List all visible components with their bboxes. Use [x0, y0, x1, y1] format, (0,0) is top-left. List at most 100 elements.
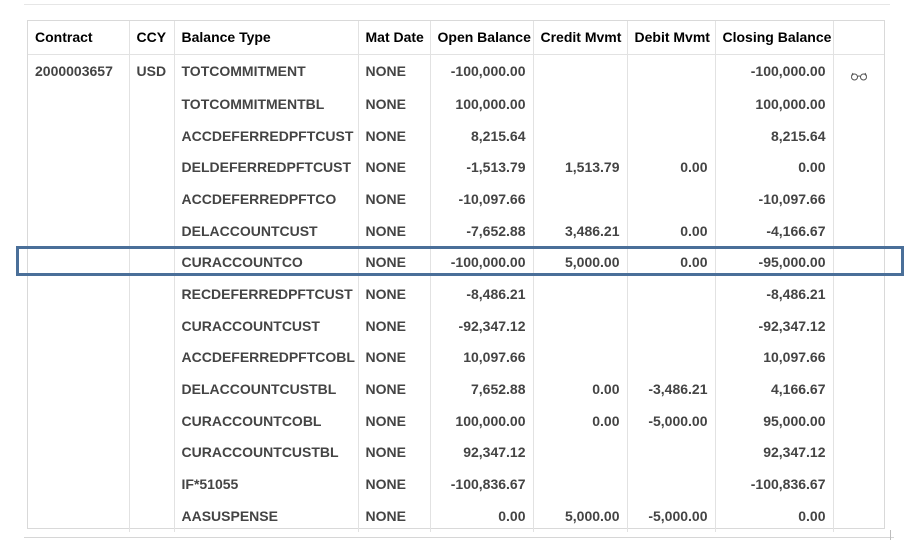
table-row[interactable]: IF*51055 NONE -100,836.67 -100,836.67 — [28, 468, 884, 500]
cell-closing-balance: 0.00 — [715, 499, 834, 532]
cell-ccy — [129, 436, 175, 469]
cell-credit-mvmt — [533, 436, 628, 469]
cell-action — [833, 151, 884, 183]
cell-debit-mvmt — [627, 468, 716, 500]
table-row[interactable]: RECDEFERREDPFTCUST NONE -8,486.21 -8,486.21 — [28, 278, 884, 310]
cell-open-balance: 0.00 — [430, 499, 534, 532]
table-body: 2000003657 USD TOTCOMMITMENT NONE -100,000.0… — [28, 54, 884, 532]
table-row[interactable]: CURACCOUNTCO NONE -100,000.00 5,000.00 0.00-… — [28, 246, 884, 279]
cell-ccy — [129, 468, 175, 500]
cell-balance-type: CURACCOUNTCUST — [174, 309, 359, 342]
cell-debit-mvmt — [627, 183, 716, 215]
glasses-icon[interactable] — [850, 68, 868, 81]
table-row[interactable]: TOTCOMMITMENTBL NONE 100,000.00 100,000.00 — [28, 88, 884, 120]
cell-action — [833, 468, 884, 500]
cell-credit-mvmt — [533, 468, 628, 500]
cell-action — [833, 246, 884, 278]
table-row[interactable]: 2000003657 USD TOTCOMMITMENT NONE -100,000.0… — [28, 54, 884, 88]
table-row[interactable]: ACCDEFERREDPFTCO NONE -10,097.66 -10,097.66 — [28, 183, 884, 215]
header-ccy[interactable]: CCY — [129, 21, 175, 55]
cell-credit-mvmt: 3,486.21 — [533, 214, 628, 247]
table-row[interactable]: DELACCOUNTCUST NONE -7,652.88 3,486.21 0.00-… — [28, 214, 884, 247]
table-row[interactable]: DELDEFERREDPFTCUST NONE -1,513.79 1,513.79 0… — [28, 151, 884, 184]
table-row[interactable]: DELACCOUNTCUSTBL NONE 7,652.88 0.00 -3,486.2… — [28, 373, 884, 405]
cell-closing-balance: 95,000.00 — [715, 404, 834, 437]
cell-closing-balance: -8,486.21 — [715, 278, 834, 310]
cell-balance-type: AASUSPENSE — [174, 499, 359, 532]
cell-contract — [28, 183, 130, 215]
header-balance-type[interactable]: Balance Type — [174, 21, 359, 55]
cell-balance-type: TOTCOMMITMENT — [174, 54, 359, 88]
cell-mat-date: NONE — [358, 341, 431, 374]
cell-ccy — [129, 373, 175, 405]
header-mat-date[interactable]: Mat Date — [358, 21, 431, 55]
cell-balance-type: RECDEFERREDPFTCUST — [174, 278, 359, 310]
table-row[interactable]: CURACCOUNTCOBL NONE 100,000.00 0.00 -5,000.0… — [28, 404, 884, 437]
cell-mat-date: NONE — [358, 54, 431, 88]
cell-closing-balance: -10,097.66 — [715, 183, 834, 215]
cell-closing-balance: -100,836.67 — [715, 468, 834, 500]
cell-action — [833, 500, 884, 532]
cell-contract — [28, 341, 130, 374]
cell-closing-balance: -92,347.12 — [715, 309, 834, 342]
cell-contract — [28, 119, 130, 152]
cell-open-balance: -10,097.66 — [430, 183, 534, 215]
header-contract[interactable]: Contract — [28, 21, 130, 55]
cell-ccy — [129, 183, 175, 215]
cell-balance-type: IF*51055 — [174, 468, 359, 500]
cell-debit-mvmt: -5,000.00 — [627, 499, 716, 532]
cell-mat-date: NONE — [358, 183, 431, 215]
cell-debit-mvmt — [627, 119, 716, 152]
cell-debit-mvmt — [627, 88, 716, 120]
cell-open-balance: -100,836.67 — [430, 468, 534, 500]
cell-contract — [28, 214, 130, 247]
header-open-balance[interactable]: Open Balance — [430, 21, 534, 55]
cell-contract — [28, 404, 130, 437]
cell-credit-mvmt — [533, 309, 628, 342]
cell-contract — [28, 499, 130, 532]
cell-credit-mvmt — [533, 278, 628, 310]
table-row[interactable]: CURACCOUNTCUSTBL NONE 92,347.12 92,347.12 — [28, 436, 884, 469]
cell-debit-mvmt — [627, 54, 716, 88]
cell-balance-type: CURACCOUNTCOBL — [174, 404, 359, 437]
cell-open-balance: -100,000.00 — [430, 246, 534, 279]
cell-action — [833, 437, 884, 469]
table-row[interactable]: ACCDEFERREDPFTCUST NONE 8,215.64 8,215.64 — [28, 119, 884, 152]
cell-action — [833, 405, 884, 437]
header-credit-mvmt[interactable]: Credit Mvmt — [533, 21, 628, 55]
cell-open-balance: 10,097.66 — [430, 341, 534, 374]
cell-balance-type: CURACCOUNTCUSTBL — [174, 436, 359, 469]
header-debit-mvmt[interactable]: Debit Mvmt — [627, 21, 716, 55]
table-row[interactable]: CURACCOUNTCUST NONE -92,347.12 -92,347.12 — [28, 309, 884, 342]
cell-contract — [28, 246, 130, 279]
cell-contract — [28, 373, 130, 405]
cell-contract — [28, 88, 130, 120]
cell-open-balance: 8,215.64 — [430, 119, 534, 152]
cell-debit-mvmt: 0.00 — [627, 246, 716, 279]
cell-mat-date: NONE — [358, 404, 431, 437]
balances-table-container: Contract CCY Balance Type Mat Date Open … — [27, 20, 885, 532]
cell-credit-mvmt — [533, 341, 628, 374]
cell-closing-balance: -4,166.67 — [715, 214, 834, 247]
scrollbar-edge — [890, 530, 891, 540]
cell-mat-date: NONE — [358, 373, 431, 405]
cell-debit-mvmt: -3,486.21 — [627, 373, 716, 405]
cell-mat-date: NONE — [358, 88, 431, 120]
cell-credit-mvmt — [533, 88, 628, 120]
cell-contract — [28, 436, 130, 469]
cell-debit-mvmt: 0.00 — [627, 151, 716, 184]
cell-debit-mvmt: 0.00 — [627, 214, 716, 247]
header-action — [833, 21, 884, 55]
header-closing-balance[interactable]: Closing Balance — [715, 21, 834, 55]
cell-closing-balance: 100,000.00 — [715, 88, 834, 120]
table-row[interactable]: ACCDEFERREDPFTCOBL NONE 10,097.66 10,097.66 — [28, 341, 884, 374]
cell-ccy — [129, 246, 175, 279]
cell-credit-mvmt: 0.00 — [533, 373, 628, 405]
cell-mat-date: NONE — [358, 499, 431, 532]
cell-balance-type: DELACCOUNTCUSTBL — [174, 373, 359, 405]
table-row[interactable]: AASUSPENSE NONE 0.00 5,000.00 -5,000.00 0.00 — [28, 499, 884, 532]
cell-closing-balance: -95,000.00 — [715, 246, 834, 279]
cell-closing-balance: 92,347.12 — [715, 436, 834, 469]
cell-ccy — [129, 151, 175, 184]
